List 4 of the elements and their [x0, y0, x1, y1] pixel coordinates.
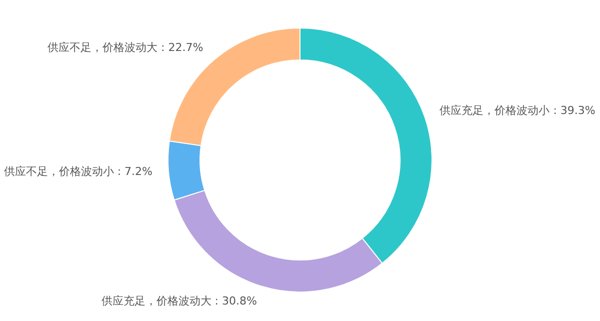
- slice-label: 供应不足，价格波动小 : 7.2%: [4, 165, 152, 178]
- slice-label: 供应不足，价格波动大 : 22.7%: [48, 41, 204, 54]
- slice-label: 供应充足，价格波动小 : 39.3%: [440, 104, 596, 118]
- slice-label: 供应充足，价格波动大 : 30.8%: [101, 294, 257, 308]
